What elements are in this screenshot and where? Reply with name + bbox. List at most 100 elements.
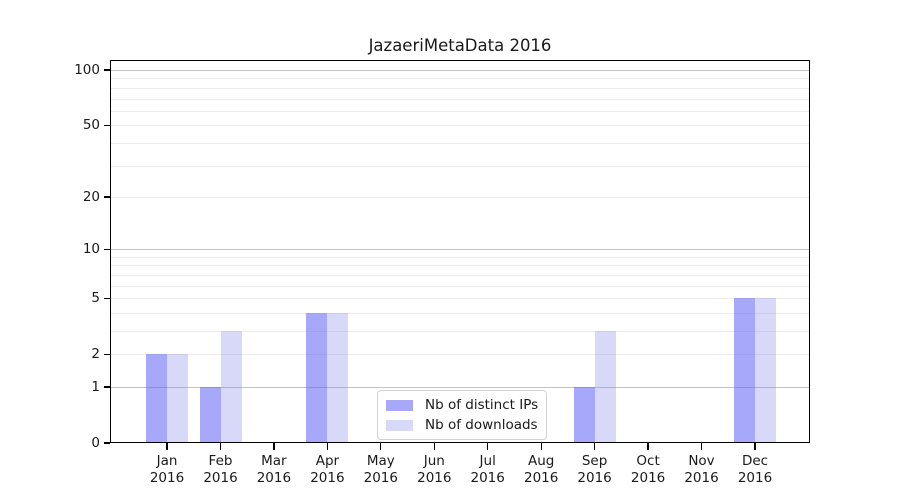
- minor-gridline-7: [110, 274, 810, 276]
- x-tick-label-nov: Nov 2016: [662, 453, 742, 486]
- x-tick-mark-nov: [700, 443, 703, 450]
- bar-nb-of-distinct-ips-feb: [199, 387, 221, 443]
- x-tick-label-jan: Jan 2016: [127, 453, 207, 486]
- x-tick-month-jul: Jul: [479, 453, 496, 469]
- x-tick-year-jul: 2016: [470, 469, 505, 486]
- y-tick-mark-5: [103, 297, 110, 299]
- legend-swatch-distinct-ips-icon: [386, 399, 413, 411]
- minor-gridline-9: [110, 256, 810, 258]
- y-tick-mark-10: [103, 248, 110, 250]
- y-tick-mark-20: [103, 196, 110, 198]
- y-tick-label-10: 10: [82, 241, 100, 258]
- minor-gridline-5: [110, 298, 810, 300]
- x-tick-year-nov: 2016: [684, 469, 719, 486]
- x-tick-label-may: May 2016: [341, 453, 421, 486]
- x-tick-year-apr: 2016: [310, 469, 345, 486]
- legend-item-downloads: Nb of downloads: [386, 416, 538, 434]
- x-tick-month-jun: Jun: [423, 453, 445, 469]
- chart-title: JazaeriMetaData 2016: [368, 36, 552, 55]
- x-tick-month-oct: Oct: [636, 453, 660, 469]
- x-tick-mark-oct: [647, 443, 649, 450]
- x-tick-year-aug: 2016: [524, 469, 559, 486]
- x-tick-mark-dec: [754, 443, 756, 450]
- minor-gridline-4: [110, 312, 810, 314]
- bar-nb-of-downloads-jan: [167, 354, 188, 443]
- x-tick-label-mar: Mar 2016: [234, 453, 314, 486]
- minor-gridline-50: [110, 125, 810, 127]
- minor-gridline-40: [110, 142, 810, 144]
- y-tick-label-100: 100: [74, 62, 100, 78]
- y-tick-label-1: 1: [91, 379, 100, 395]
- x-tick-month-sep: Sep: [581, 453, 608, 469]
- x-tick-month-dec: Dec: [741, 453, 769, 469]
- y-tick-label-50: 50: [82, 117, 100, 134]
- x-tick-label-dec: Dec 2016: [715, 453, 795, 486]
- minor-gridline-60: [110, 110, 810, 112]
- legend: Nb of distinct IPs Nb of downloads: [377, 390, 547, 440]
- x-tick-mark-feb: [219, 443, 222, 450]
- x-tick-label-apr: Apr 2016: [287, 453, 367, 486]
- bar-nb-of-distinct-ips-sep: [573, 387, 595, 443]
- x-tick-year-sep: 2016: [577, 469, 612, 486]
- bar-nb-of-distinct-ips-dec: [734, 298, 755, 443]
- x-tick-year-may: 2016: [363, 469, 398, 486]
- x-tick-mark-mar: [273, 443, 275, 450]
- legend-label-downloads: Nb of downloads: [425, 417, 538, 433]
- plot-area: Nb of distinct IPs Nb of downloads: [110, 60, 810, 443]
- y-tick-mark-100: [103, 69, 110, 71]
- x-tick-mark-aug: [540, 443, 542, 450]
- x-tick-year-mar: 2016: [256, 469, 292, 486]
- bar-nb-of-downloads-dec: [755, 298, 776, 443]
- bar-nb-of-distinct-ips-apr: [306, 312, 328, 443]
- y-tick-label-20: 20: [82, 188, 100, 205]
- major-gridline-10: [110, 249, 810, 251]
- x-tick-month-nov: Nov: [688, 453, 715, 469]
- bar-nb-of-downloads-sep: [594, 331, 616, 443]
- legend-item-distinct-ips: Nb of distinct IPs: [386, 396, 538, 414]
- y-tick-mark-2: [103, 353, 110, 355]
- legend-swatch-downloads-icon: [386, 419, 413, 431]
- minor-gridline-8: [110, 265, 810, 267]
- x-tick-month-aug: Aug: [528, 453, 555, 469]
- x-tick-label-jun: Jun 2016: [394, 453, 474, 486]
- bar-nb-of-downloads-apr: [327, 312, 349, 443]
- x-tick-mark-jul: [487, 443, 489, 450]
- y-tick-label-5: 5: [91, 290, 100, 307]
- x-tick-mark-apr: [326, 443, 329, 450]
- axes-spines: [110, 60, 810, 443]
- y-tick-mark-50: [103, 124, 110, 126]
- minor-gridline-3: [110, 331, 810, 332]
- x-tick-year-dec: 2016: [737, 469, 773, 486]
- x-tick-label-aug: Aug 2016: [501, 453, 581, 486]
- minor-gridline-30: [110, 165, 810, 167]
- x-tick-month-jan: Jan: [156, 453, 178, 469]
- minor-gridline-90: [110, 78, 810, 80]
- x-tick-label-feb: Feb 2016: [181, 453, 261, 486]
- x-tick-year-oct: 2016: [630, 469, 666, 486]
- x-tick-label-oct: Oct 2016: [608, 453, 688, 486]
- x-tick-month-may: May: [366, 453, 395, 469]
- y-tick-label-0: 0: [91, 435, 100, 451]
- bar-nb-of-distinct-ips-jan: [146, 354, 167, 443]
- x-tick-month-mar: Mar: [261, 453, 287, 469]
- minor-gridline-80: [110, 87, 810, 89]
- minor-gridline-2: [110, 354, 810, 356]
- x-tick-month-feb: Feb: [208, 453, 233, 469]
- x-tick-label-jul: Jul 2016: [448, 453, 528, 486]
- x-tick-mark-jan: [166, 443, 168, 450]
- x-tick-mark-may: [380, 443, 382, 450]
- y-tick-label-2: 2: [91, 346, 100, 363]
- minor-gridline-20: [110, 196, 810, 198]
- minor-gridline-6: [110, 285, 810, 287]
- minor-gridline-70: [110, 98, 810, 100]
- x-tick-year-jan: 2016: [149, 469, 185, 486]
- x-tick-year-jun: 2016: [417, 469, 452, 486]
- x-tick-label-sep: Sep 2016: [555, 453, 635, 486]
- x-tick-month-apr: Apr: [315, 453, 340, 469]
- x-tick-year-feb: 2016: [203, 469, 238, 486]
- major-gridline-1: [110, 387, 810, 388]
- x-tick-mark-sep: [593, 443, 596, 450]
- x-tick-mark-jun: [433, 443, 435, 450]
- y-tick-mark-0: [103, 442, 110, 444]
